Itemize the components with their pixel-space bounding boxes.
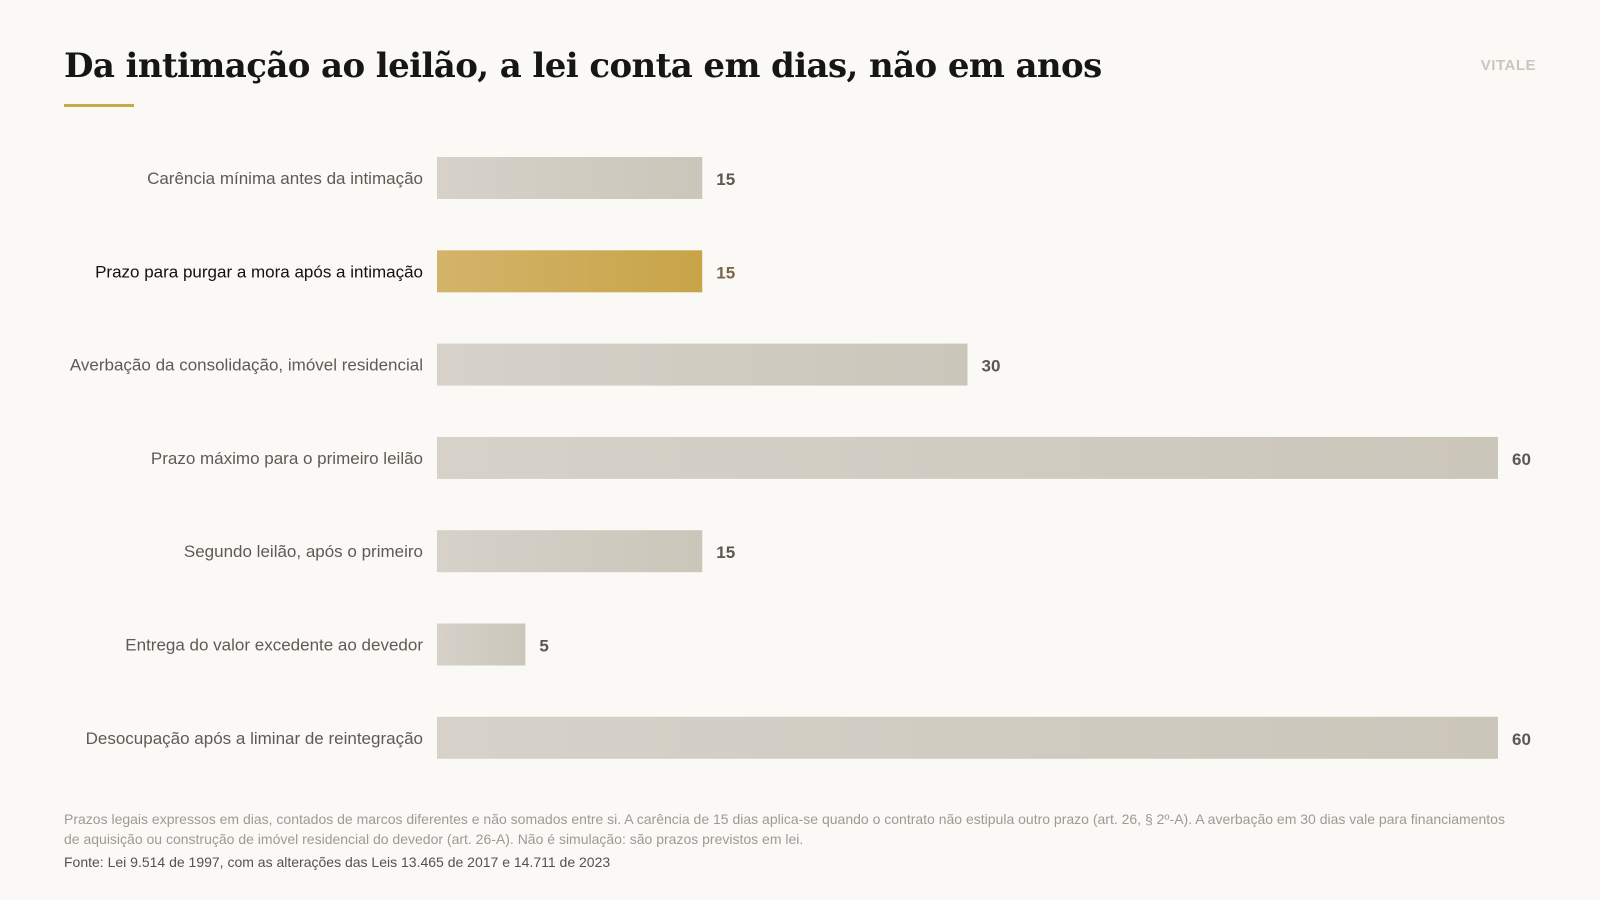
bar	[437, 530, 703, 573]
value-label: 60	[1512, 730, 1531, 749]
value-label: 60	[1512, 450, 1531, 469]
bar-chart: Carência mínima antes da intimação 15 Praz…	[70, 157, 1531, 759]
category-label: Prazo para purgar a mora após a intimaçã…	[95, 262, 423, 281]
bar	[437, 716, 1498, 759]
category-label: Entrega do valor excedente ao devedor	[125, 636, 423, 655]
bar-row: Desocupação após a liminar de reintegraç…	[86, 716, 1531, 759]
brand-logo: VITALE	[1480, 57, 1536, 74]
bar-row: Entrega do valor excedente ao devedor 5	[125, 623, 549, 666]
bars-layer: Carência mínima antes da intimação 15 Praz…	[70, 157, 1531, 759]
bar	[437, 623, 526, 666]
chart-source: Fonte: Lei 9.514 de 1997, com as alteraç…	[64, 854, 611, 870]
category-label: Prazo máximo para o primeiro leilão	[151, 449, 423, 468]
value-label: 15	[716, 170, 735, 189]
bar-row: Averbação da consolidação, imóvel reside…	[70, 343, 1001, 386]
title-accent-rule	[64, 104, 134, 107]
bar-highlighted	[437, 250, 703, 293]
bar-row: Segundo leilão, após o primeiro 15	[184, 530, 735, 573]
bar	[437, 157, 703, 199]
category-label: Carência mínima antes da intimação	[147, 169, 423, 188]
chart-title: Da intimação ao leilão, a lei conta em d…	[64, 46, 1102, 86]
bar	[437, 343, 968, 386]
category-label: Averbação da consolidação, imóvel reside…	[70, 356, 423, 375]
value-label: 30	[982, 357, 1001, 376]
bar	[437, 436, 1498, 479]
bar-row: Prazo máximo para o primeiro leilão 60	[151, 436, 1531, 479]
chart-footnote: Prazos legais expressos em dias, contado…	[64, 811, 1505, 847]
category-label: Segundo leilão, após o primeiro	[184, 542, 423, 561]
value-label: 15	[716, 263, 735, 282]
value-label: 15	[716, 543, 735, 562]
bar-row: Carência mínima antes da intimação 15	[147, 157, 735, 199]
category-label: Desocupação após a liminar de reintegraç…	[86, 729, 423, 748]
bar-row: Prazo para purgar a mora após a intimaçã…	[95, 250, 735, 293]
value-label: 5	[539, 637, 548, 656]
